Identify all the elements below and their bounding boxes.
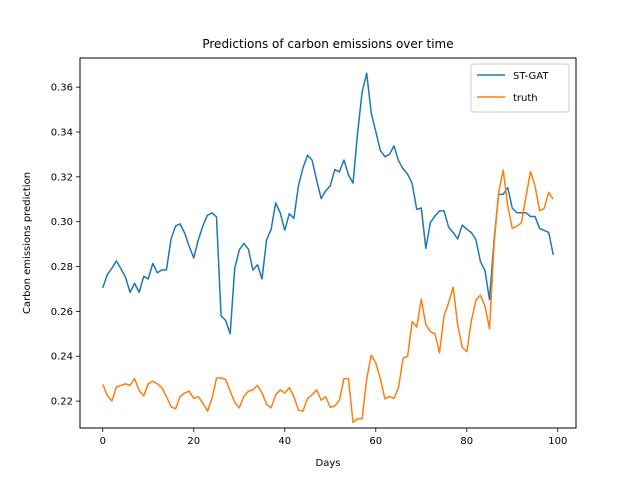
y-axis-label: Carbon emissions prediction — [22, 172, 33, 314]
x-tick-label: 100 — [548, 436, 567, 447]
plot-frame — [79, 57, 577, 429]
legend: ST-GAT truth — [470, 63, 570, 113]
legend-label-truth: truth — [513, 93, 538, 104]
plot-lines — [102, 72, 554, 424]
y-tick-label: 0.28 — [51, 262, 73, 273]
x-axis-ticks: 0 20 40 60 80 100 — [100, 428, 567, 447]
x-tick-label: 60 — [369, 436, 382, 447]
y-tick-label: 0.36 — [51, 83, 73, 94]
x-tick-label: 20 — [187, 436, 200, 447]
y-axis-ticks: 0.22 0.24 0.26 0.28 0.30 0.32 0.34 0.36 — [51, 83, 80, 408]
x-tick-label: 80 — [460, 436, 473, 447]
y-tick-label: 0.30 — [51, 217, 73, 228]
y-tick-label: 0.24 — [51, 352, 73, 363]
series-line-truth — [102, 169, 554, 424]
x-tick-label: 0 — [100, 436, 106, 447]
y-tick-label: 0.34 — [51, 128, 73, 139]
x-tick-label: 40 — [278, 436, 291, 447]
y-tick-label: 0.26 — [51, 307, 73, 318]
x-axis-label: Days — [316, 458, 341, 469]
chart-title: Predictions of carbon emissions over tim… — [202, 37, 453, 51]
legend-box — [470, 63, 570, 113]
y-tick-label: 0.22 — [51, 397, 73, 408]
legend-label-st-gat: ST-GAT — [513, 71, 549, 82]
y-tick-label: 0.32 — [51, 172, 73, 183]
series-line-st-gat — [102, 72, 554, 335]
